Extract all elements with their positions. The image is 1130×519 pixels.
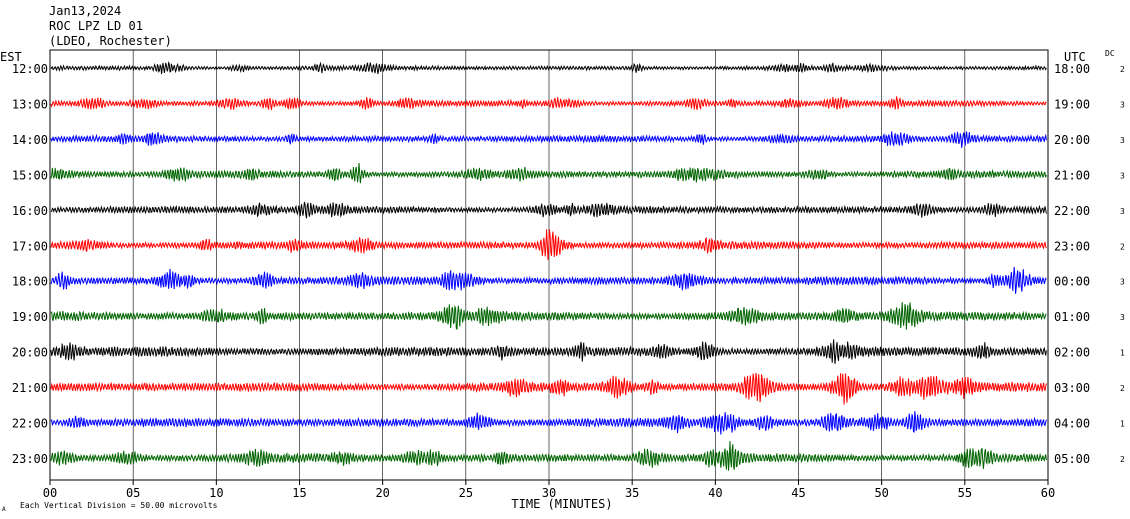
utc-axis-title: UTC (1064, 50, 1086, 64)
utc-hour-label: 01:00 (1054, 310, 1090, 324)
trace-line (50, 372, 1047, 405)
station-label: ROC LPZ LD 01 (49, 19, 143, 33)
trace-line (50, 411, 1047, 435)
utc-hour-label: 02:00 (1054, 346, 1090, 360)
utc-hour-label: 00:00 (1054, 275, 1090, 289)
x-tick-label: 10 (209, 486, 223, 500)
scale-note: Each Vertical Division = 50.00 microvolt… (20, 501, 218, 510)
corner-mark: A (2, 506, 6, 513)
trace-line (50, 229, 1047, 260)
trace-line (50, 201, 1047, 219)
utc-hour-label: 22:00 (1054, 204, 1090, 218)
x-tick-label: 00 (43, 486, 57, 500)
dc-value: 2 (1120, 242, 1125, 251)
est-hour-label: 19:00 (12, 310, 48, 324)
dc-value: 3 (1120, 278, 1125, 287)
dc-header: DC (1105, 49, 1115, 58)
x-tick-label: 55 (958, 486, 972, 500)
dc-value: 3 (1120, 313, 1125, 322)
x-tick-label: 20 (375, 486, 389, 500)
dc-value: 2 (1120, 384, 1125, 393)
seismic-traces (50, 60, 1047, 471)
date-label: Jan13,2024 (49, 4, 122, 18)
utc-hour-label: 20:00 (1054, 133, 1090, 147)
x-axis-title: TIME (MINUTES) (511, 497, 612, 511)
x-tick-label: 05 (126, 486, 140, 500)
grid-lines (49, 50, 1049, 485)
x-tick-label: 30 (542, 486, 556, 500)
x-tick-label: 45 (791, 486, 805, 500)
utc-hour-label: 04:00 (1054, 417, 1090, 431)
x-tick-label: 25 (459, 486, 473, 500)
trace-line (50, 162, 1047, 184)
utc-hour-label: 05:00 (1054, 452, 1090, 466)
est-hour-label: 18:00 (12, 275, 48, 289)
x-tick-label: 35 (625, 486, 639, 500)
dc-value: 1 (1120, 420, 1125, 429)
dc-value: 1 (1120, 349, 1125, 358)
utc-hour-label: 03:00 (1054, 381, 1090, 395)
trace-line (50, 60, 1047, 75)
dc-value: 2 (1120, 65, 1125, 74)
est-hour-label: 16:00 (12, 204, 48, 218)
x-tick-label: 60 (1041, 486, 1055, 500)
est-hour-label: 21:00 (12, 381, 48, 395)
trace-line (50, 339, 1047, 364)
utc-hour-label: 23:00 (1054, 239, 1090, 253)
dc-value: 2 (1120, 455, 1125, 464)
axis-labels: 00 05 10 15 20 25 30 35 40 45 50 55 60 EST UTC DC TIME (… (0, 49, 1125, 513)
est-hour-label: 15:00 (12, 168, 48, 182)
est-hour-label: 17:00 (12, 239, 48, 253)
est-hour-label: 12:00 (12, 62, 48, 76)
trace-line (50, 96, 1047, 111)
est-hour-label: 20:00 (12, 346, 48, 360)
trace-line (50, 131, 1047, 148)
plot-border (49, 49, 1049, 481)
x-tick-label: 50 (874, 486, 888, 500)
est-axis-title: EST (0, 50, 22, 64)
trace-line (50, 302, 1047, 330)
dc-value: 3 (1120, 171, 1125, 180)
est-hour-label: 13:00 (12, 97, 48, 111)
est-hour-label: 22:00 (12, 417, 48, 431)
trace-line (50, 440, 1047, 471)
trace-line (50, 266, 1047, 294)
utc-hour-label: 19:00 (1054, 97, 1090, 111)
est-hour-label: 14:00 (12, 133, 48, 147)
dc-value: 3 (1120, 100, 1125, 109)
x-tick-label: 15 (292, 486, 306, 500)
est-hour-label: 23:00 (12, 452, 48, 466)
utc-hour-label: 18:00 (1054, 62, 1090, 76)
utc-hour-label: 21:00 (1054, 168, 1090, 182)
dc-value: 3 (1120, 207, 1125, 216)
dc-value: 3 (1120, 136, 1125, 145)
x-tick-label: 40 (708, 486, 722, 500)
network-label: (LDEO, Rochester) (49, 34, 172, 48)
